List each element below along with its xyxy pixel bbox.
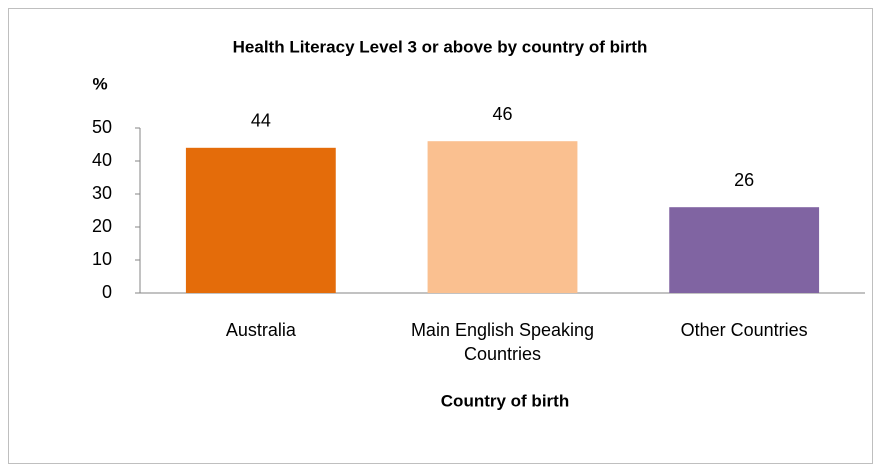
y-tick-label: 50	[92, 117, 112, 137]
bar	[669, 207, 820, 293]
x-tick-label: Main English Speaking Countries	[410, 320, 595, 364]
y-tick-label: 10	[92, 249, 112, 269]
y-tick-label: 0	[102, 282, 112, 302]
x-tick-label: Other Countries	[680, 320, 808, 340]
y-tick-label: 30	[92, 183, 112, 203]
chart-title: Health Literacy Level 3 or above by coun…	[233, 37, 648, 56]
bar	[427, 141, 578, 293]
data-label: 26	[734, 170, 754, 190]
data-label: 46	[492, 104, 512, 124]
y-tick-label: 40	[92, 150, 112, 170]
x-axis-title: Country of birth	[441, 391, 569, 410]
y-axis-title: %	[92, 74, 107, 93]
bar	[185, 147, 336, 293]
x-tick-label: Australia	[225, 320, 296, 340]
data-label: 44	[251, 111, 271, 131]
y-tick-label: 20	[92, 216, 112, 236]
